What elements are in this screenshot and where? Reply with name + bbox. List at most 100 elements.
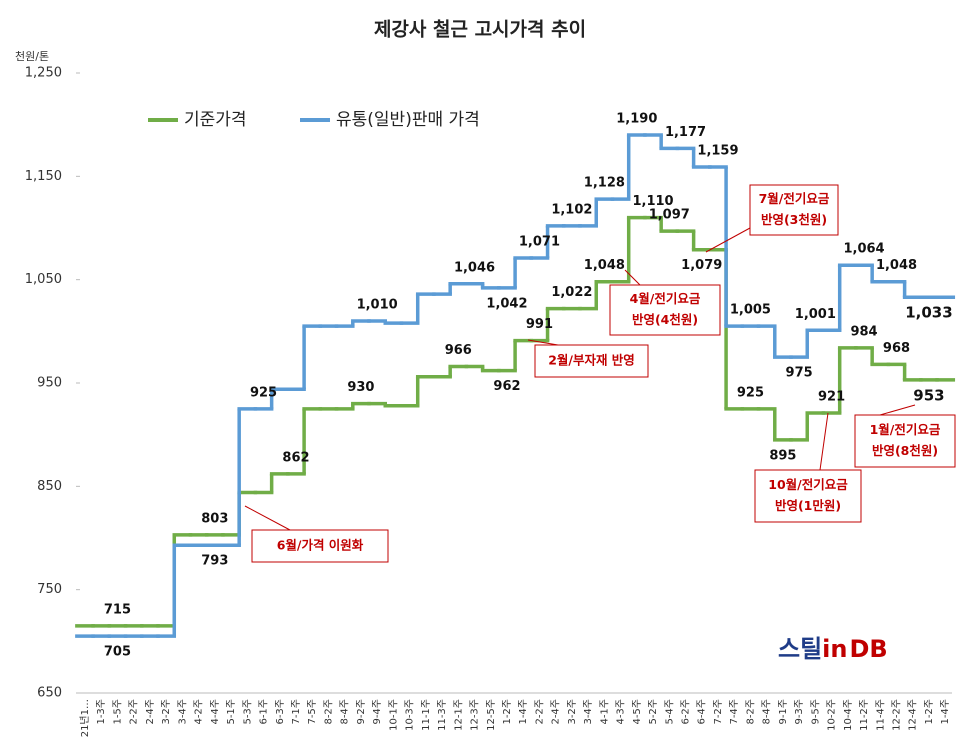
data-label: 1,048 xyxy=(876,258,917,273)
data-label: 953 xyxy=(913,386,944,404)
x-tick-label: 11-1주 xyxy=(421,699,432,731)
x-tick-label: 6-1주 xyxy=(259,699,270,725)
annotation-text: 10월/전기요금 xyxy=(768,477,848,492)
x-tick-label: 9-1주 xyxy=(778,699,789,725)
x-tick-label: 7-5주 xyxy=(307,699,318,725)
legend-label: 기준가격 xyxy=(184,110,247,130)
x-tick-label: 11-3주 xyxy=(437,699,448,731)
data-label: 803 xyxy=(201,511,228,526)
data-label: 715 xyxy=(104,602,131,617)
x-tick-label: 2-2주 xyxy=(534,699,545,725)
x-tick-label: 4-2주 xyxy=(194,699,205,725)
data-label: 862 xyxy=(282,450,309,465)
annotation-text: 반영(3천원) xyxy=(761,212,827,227)
annotation-text: 4월/전기요금 xyxy=(630,291,701,306)
x-tick-label: 10-4주 xyxy=(843,699,854,731)
x-tick-label: 3-4주 xyxy=(583,699,594,725)
data-label: 925 xyxy=(250,385,277,400)
x-tick-label: 5-2주 xyxy=(648,699,659,725)
chart-title: 제강사 철근 고시가격 추이 xyxy=(374,19,586,41)
data-label: 1,005 xyxy=(730,303,771,318)
data-label: 1,190 xyxy=(616,112,657,127)
x-tick-label: 6-2주 xyxy=(681,699,692,725)
x-tick-label: 8-2주 xyxy=(323,699,334,725)
x-tick-label: 1-2주 xyxy=(502,699,513,725)
y-unit: 천원/톤 xyxy=(15,49,49,63)
annotation-pointer xyxy=(527,339,559,346)
x-tick-label: 10-3주 xyxy=(405,699,416,731)
annotation-text: 1월/전기요금 xyxy=(870,422,941,437)
x-tick-label: 3-2주 xyxy=(567,699,578,725)
x-tick-label: 12-2주 xyxy=(892,699,903,731)
x-tick-label: 12-5주 xyxy=(486,699,497,731)
x-tick-label: 4-1주 xyxy=(599,699,610,725)
data-label: 1,159 xyxy=(697,144,738,159)
y-tick-label: 1,050 xyxy=(25,272,62,287)
x-tick-label: 9-5주 xyxy=(810,699,821,725)
x-tick-label: 8-4주 xyxy=(340,699,351,725)
data-label: 1,102 xyxy=(551,202,592,217)
annotation-text: 반영(4천원) xyxy=(632,312,698,327)
data-label: 895 xyxy=(769,448,796,463)
data-label: 984 xyxy=(850,324,877,339)
annotation-text: 반영(1만원) xyxy=(775,498,841,513)
x-tick-label: 1-4주 xyxy=(940,699,951,725)
legend-label: 유통(일반)판매 가격 xyxy=(336,110,480,130)
logo-part: 스틸 xyxy=(778,635,822,663)
data-label: 991 xyxy=(526,317,553,332)
data-label: 921 xyxy=(818,389,845,404)
x-tick-label: 1-3주 xyxy=(96,699,107,725)
annotation-text: 7월/전기요금 xyxy=(759,191,830,206)
annotation-text: 6월/가격 이원화 xyxy=(277,538,364,553)
data-label: 1,046 xyxy=(454,260,495,275)
x-tick-label: 5-3주 xyxy=(242,699,253,725)
x-tick-label: 9-2주 xyxy=(356,699,367,725)
x-tick-label: 2-4주 xyxy=(551,699,562,725)
x-tick-label: 7-2주 xyxy=(713,699,724,725)
data-label: 1,022 xyxy=(551,285,592,300)
y-tick-label: 650 xyxy=(37,686,62,701)
x-tick-label: 3-2주 xyxy=(161,699,172,725)
data-label: 925 xyxy=(737,385,764,400)
x-tick-label: 12-1주 xyxy=(453,699,464,731)
annotation-pointer xyxy=(705,227,751,253)
x-tick-label: 2-2주 xyxy=(129,699,140,725)
annotation-box xyxy=(754,469,862,523)
data-label: 966 xyxy=(445,343,472,358)
x-tick-label: 4-3주 xyxy=(616,699,627,725)
data-label: 793 xyxy=(201,554,228,569)
x-tick-label: 6-4주 xyxy=(697,699,708,725)
y-tick-label: 1,150 xyxy=(25,169,62,184)
data-label: 1,177 xyxy=(665,125,706,140)
data-label: 1,128 xyxy=(584,176,625,191)
data-label: 1,064 xyxy=(843,242,884,257)
data-label: 1,033 xyxy=(905,304,952,322)
x-tick-label: 2-4주 xyxy=(145,699,156,725)
x-tick-label: 21년1… xyxy=(79,699,91,737)
logo-part: in xyxy=(822,635,847,663)
data-label: 962 xyxy=(493,379,520,394)
data-label: 1,071 xyxy=(519,234,560,249)
annotation-pointer xyxy=(624,269,641,286)
annotation-box xyxy=(609,284,721,336)
x-tick-label: 12-4주 xyxy=(908,699,919,731)
annotation-text: 반영(8천원) xyxy=(872,443,938,458)
data-label: 1,010 xyxy=(357,298,398,313)
x-tick-label: 7-1주 xyxy=(291,699,302,725)
x-tick-label: 1-2주 xyxy=(924,699,935,725)
annotation-box xyxy=(534,344,649,378)
x-tick-label: 1-4주 xyxy=(518,699,529,725)
annotation-box xyxy=(749,184,839,236)
logo: 스틸inDB xyxy=(778,635,888,663)
x-tick-label: 1-5주 xyxy=(112,699,123,725)
data-label: 1,001 xyxy=(795,307,836,322)
x-tick-label: 10-2주 xyxy=(827,699,838,731)
data-label: 705 xyxy=(104,645,131,660)
annotation-box xyxy=(251,529,389,563)
x-tick-label: 11-4주 xyxy=(875,699,886,731)
x-tick-label: 7-4주 xyxy=(729,699,740,725)
x-tick-label: 10-1주 xyxy=(388,699,399,731)
x-tick-label: 5-1주 xyxy=(226,699,237,725)
data-label: 1,110 xyxy=(632,194,673,209)
